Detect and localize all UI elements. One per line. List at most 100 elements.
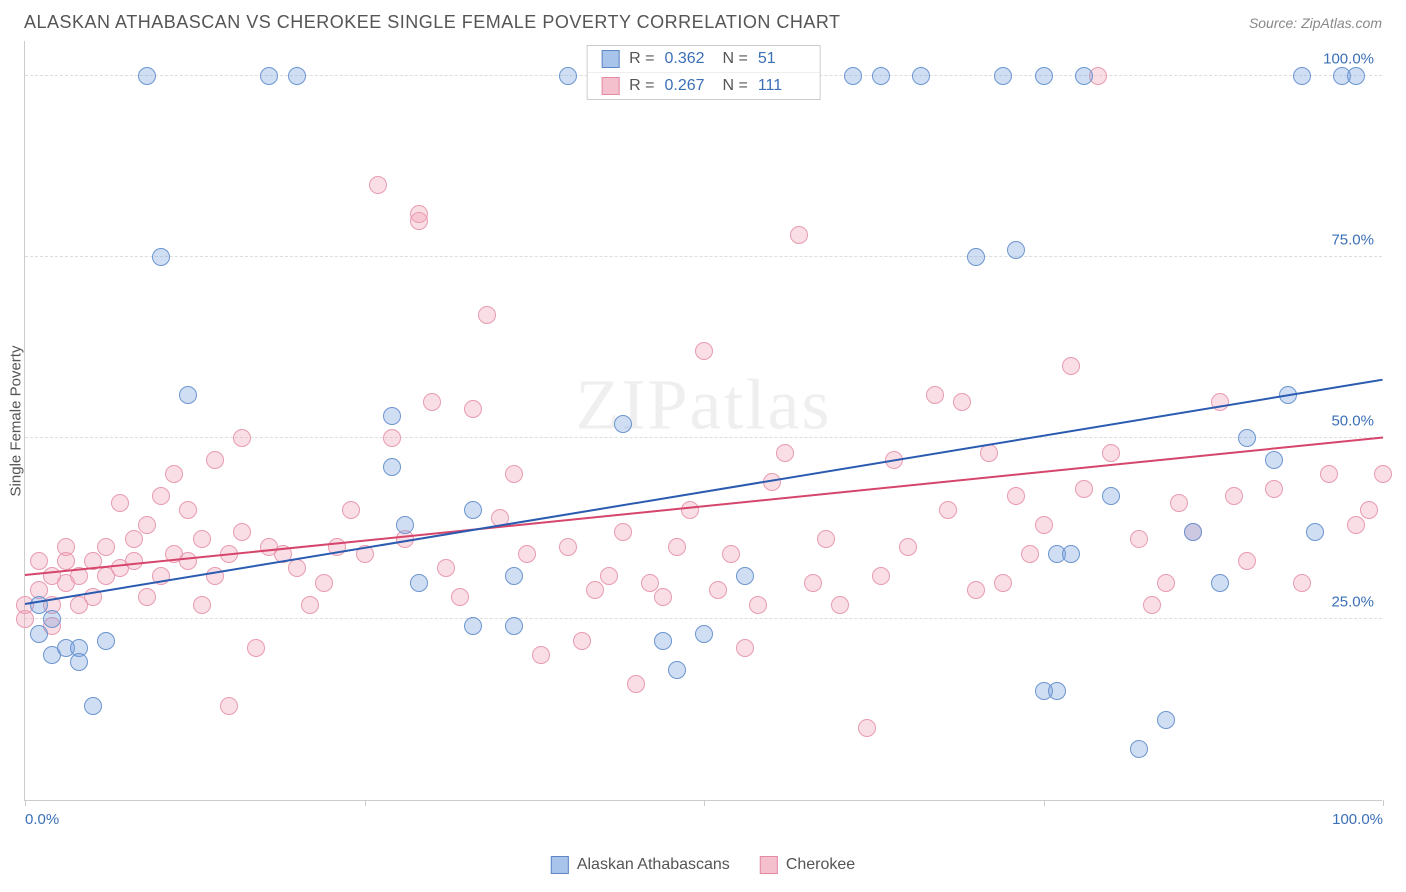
scatter-point [1075, 480, 1093, 498]
scatter-point [668, 538, 686, 556]
scatter-point [872, 67, 890, 85]
scatter-point [437, 559, 455, 577]
scatter-point [138, 67, 156, 85]
y-tick-label: 25.0% [1329, 594, 1376, 611]
scatter-point [301, 596, 319, 614]
scatter-point [614, 415, 632, 433]
scatter-point [1007, 487, 1025, 505]
watermark-text: ZIPatlas [576, 364, 832, 447]
scatter-point [722, 545, 740, 563]
scatter-point [1238, 429, 1256, 447]
scatter-point [872, 567, 890, 585]
scatter-point [1102, 444, 1120, 462]
scatter-point [1347, 67, 1365, 85]
scatter-point [179, 552, 197, 570]
scatter-point [614, 523, 632, 541]
n-label: N = [723, 77, 748, 95]
scatter-point [1075, 67, 1093, 85]
scatter-point [641, 574, 659, 592]
scatter-point [396, 516, 414, 534]
gridline [25, 437, 1382, 438]
scatter-point [423, 393, 441, 411]
scatter-point [383, 429, 401, 447]
n-label: N = [723, 50, 748, 68]
legend-swatch-icon [551, 856, 569, 874]
r-label: R = [629, 77, 654, 95]
scatter-point [736, 639, 754, 657]
scatter-point [342, 501, 360, 519]
scatter-point [1238, 552, 1256, 570]
scatter-point [464, 617, 482, 635]
scatter-point [383, 458, 401, 476]
scatter-point [736, 567, 754, 585]
scatter-point [559, 67, 577, 85]
scatter-point [1306, 523, 1324, 541]
scatter-point [1035, 67, 1053, 85]
scatter-point [1293, 574, 1311, 592]
scatter-point [1347, 516, 1365, 534]
scatter-point [1170, 494, 1188, 512]
scatter-point [1130, 740, 1148, 758]
scatter-point [97, 632, 115, 650]
legend-item: Cherokee [760, 856, 855, 874]
scatter-point [709, 581, 727, 599]
scatter-point [57, 538, 75, 556]
scatter-point [410, 574, 428, 592]
scatter-point [939, 501, 957, 519]
chart-title: ALASKAN ATHABASCAN VS CHEROKEE SINGLE FE… [24, 12, 841, 33]
scatter-point [505, 567, 523, 585]
scatter-point [165, 465, 183, 483]
scatter-point [926, 386, 944, 404]
series-swatch-icon [601, 50, 619, 68]
scatter-point [1157, 711, 1175, 729]
scatter-point [627, 675, 645, 693]
n-value: 51 [758, 50, 806, 68]
scatter-point [179, 386, 197, 404]
scatter-point [30, 596, 48, 614]
scatter-point [138, 588, 156, 606]
scatter-point [1048, 682, 1066, 700]
stats-row: R = 0.362 N = 51 [587, 46, 820, 72]
scatter-point [206, 451, 224, 469]
scatter-point [654, 632, 672, 650]
r-value: 0.362 [665, 50, 713, 68]
scatter-point [111, 494, 129, 512]
scatter-point [152, 248, 170, 266]
scatter-point [1360, 501, 1378, 519]
scatter-point [464, 400, 482, 418]
scatter-point [817, 530, 835, 548]
scatter-point [1293, 67, 1311, 85]
source-attribution: Source: ZipAtlas.com [1249, 15, 1382, 31]
scatter-point [586, 581, 604, 599]
trend-line [25, 378, 1383, 604]
scatter-point [1102, 487, 1120, 505]
legend-item: Alaskan Athabascans [551, 856, 730, 874]
scatter-point [152, 487, 170, 505]
scatter-point [43, 610, 61, 628]
x-tick-label: 100.0% [1332, 811, 1383, 828]
scatter-point [1184, 523, 1202, 541]
scatter-point [790, 226, 808, 244]
scatter-point [70, 653, 88, 671]
legend-label: Cherokee [786, 856, 855, 874]
scatter-point [831, 596, 849, 614]
scatter-point [220, 697, 238, 715]
scatter-point [532, 646, 550, 664]
scatter-point [247, 639, 265, 657]
scatter-point [994, 67, 1012, 85]
y-tick-label: 75.0% [1329, 232, 1376, 249]
scatter-point [1021, 545, 1039, 563]
scatter-point [1143, 596, 1161, 614]
legend-label: Alaskan Athabascans [577, 856, 730, 874]
scatter-point [315, 574, 333, 592]
scatter-point [1320, 465, 1338, 483]
plot-area: ZIPatlas R =0.362N =51R =0.267N =111 25.… [24, 41, 1382, 801]
r-label: R = [629, 50, 654, 68]
scatter-point [681, 501, 699, 519]
scatter-point [505, 617, 523, 635]
scatter-point [967, 248, 985, 266]
chart-header: ALASKAN ATHABASCAN VS CHEROKEE SINGLE FE… [0, 0, 1406, 41]
chart-container: Single Female Poverty ZIPatlas R =0.362N… [24, 41, 1382, 801]
scatter-point [193, 530, 211, 548]
legend-swatch-icon [760, 856, 778, 874]
